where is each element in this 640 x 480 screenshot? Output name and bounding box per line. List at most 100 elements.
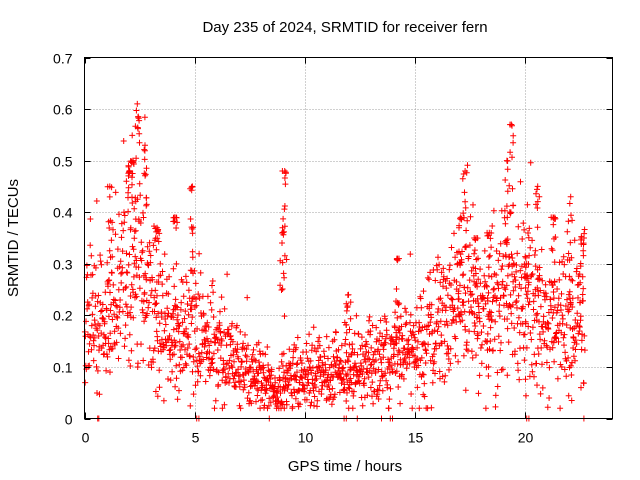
data-point: [92, 264, 99, 271]
data-point: [291, 389, 298, 396]
data-point: [525, 230, 531, 236]
data-point: [87, 216, 94, 222]
data-point: [188, 224, 195, 231]
data-point: [131, 235, 138, 242]
data-point: [154, 235, 161, 242]
data-point: [508, 121, 515, 128]
data-point: [358, 362, 365, 369]
data-point: [344, 304, 351, 311]
data-point: [267, 399, 274, 406]
data-point: [133, 257, 140, 264]
data-point: [301, 385, 308, 392]
data-point: [313, 375, 320, 382]
data-point: [229, 320, 236, 327]
data-point: [476, 318, 483, 325]
data-point: [135, 360, 141, 367]
data-point: [457, 215, 463, 222]
data-point: [314, 403, 320, 410]
data-point: [433, 345, 440, 352]
data-point: [554, 286, 561, 292]
data-point: [281, 175, 288, 181]
data-point: [129, 174, 135, 181]
data-point: [133, 293, 140, 300]
data-point: [128, 304, 135, 311]
data-point: [92, 303, 99, 310]
data-point: [503, 282, 510, 289]
data-point: [495, 285, 502, 292]
data-point: [545, 326, 552, 332]
data-point: [399, 371, 405, 378]
data-point: [581, 347, 588, 354]
data-point: [89, 271, 96, 278]
data-point: [513, 262, 520, 268]
data-point: [123, 250, 130, 257]
data-point: [526, 252, 533, 259]
data-point: [569, 277, 576, 284]
data-point: [446, 266, 453, 273]
data-point: [473, 235, 480, 241]
data-point: [489, 298, 496, 305]
data-point: [383, 319, 390, 325]
data-point: [139, 306, 146, 313]
data-point: [426, 305, 433, 312]
data-point: [334, 354, 341, 361]
data-point: [188, 306, 195, 313]
data-point: [253, 398, 259, 405]
data-point: [516, 281, 523, 288]
data-point: [186, 352, 193, 359]
data-point: [426, 276, 432, 283]
data-point: [403, 309, 410, 316]
data-point: [102, 334, 108, 341]
data-point: [137, 220, 144, 226]
data-point: [143, 276, 150, 283]
data-point: [303, 340, 310, 347]
data-point: [509, 301, 516, 308]
data-point: [481, 247, 488, 254]
data-point: [463, 227, 470, 234]
data-point: [98, 345, 105, 352]
data-point: [568, 212, 574, 219]
data-point: [367, 362, 374, 368]
data-point: [523, 260, 530, 267]
data-point: [399, 336, 406, 342]
data-point: [270, 393, 277, 400]
data-point: [421, 393, 428, 400]
data-point: [549, 344, 556, 351]
x-axis-label: GPS time / hours: [288, 458, 402, 475]
data-point: [510, 287, 517, 294]
data-point: [468, 348, 475, 355]
data-point: [185, 287, 192, 294]
data-point: [181, 315, 188, 322]
data-point: [314, 397, 321, 404]
data-point: [88, 346, 95, 353]
data-point: [550, 295, 557, 302]
data-point: [515, 367, 522, 374]
data-point: [534, 186, 540, 193]
data-point: [471, 278, 478, 285]
data-point: [572, 357, 578, 364]
data-point: [277, 282, 284, 289]
data-point: [172, 296, 179, 303]
data-point: [435, 254, 441, 261]
y-tick-label: 0: [65, 412, 73, 428]
data-point: [135, 125, 141, 132]
data-point: [290, 354, 297, 361]
data-point: [128, 281, 135, 288]
data-point: [471, 311, 478, 318]
data-point: [189, 295, 196, 302]
data-point: [451, 230, 457, 237]
data-point: [104, 353, 111, 360]
data-point: [196, 353, 203, 360]
data-point: [466, 277, 473, 284]
data-point: [242, 331, 248, 338]
data-point: [89, 290, 96, 297]
data-point: [343, 300, 350, 307]
data-point: [565, 250, 572, 257]
data-point: [278, 358, 285, 365]
data-point: [265, 362, 272, 368]
data-point: [510, 202, 517, 209]
data-point: [109, 316, 116, 323]
data-point: [447, 345, 454, 352]
x-tick-label: 10: [298, 430, 314, 446]
